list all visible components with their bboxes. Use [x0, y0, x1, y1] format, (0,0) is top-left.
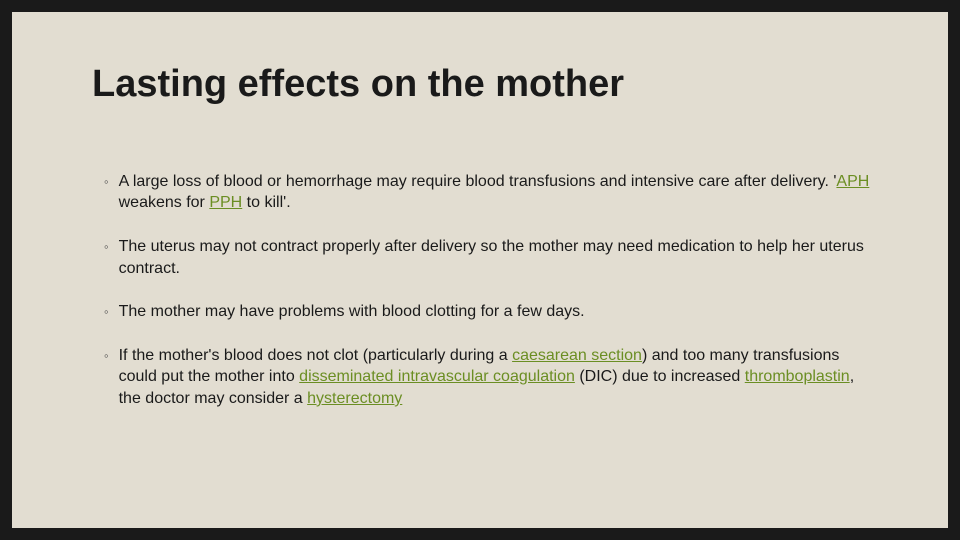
text-run: A large loss of blood or hemorrhage may …	[119, 173, 837, 190]
text-run: The uterus may not contract properly aft…	[119, 238, 864, 277]
bullet-marker-icon: ◦	[104, 303, 109, 321]
bullet-item: ◦ If the mother's blood does not clot (pa…	[104, 345, 878, 410]
bullet-text: The uterus may not contract properly aft…	[119, 236, 878, 279]
bullet-item: ◦ The uterus may not contract properly af…	[104, 236, 878, 279]
text-run: (DIC) due to increased	[575, 368, 745, 385]
hyperlink[interactable]: PPH	[209, 194, 242, 211]
text-run: The mother may have problems with blood …	[119, 303, 585, 320]
text-run: to kill'.	[242, 194, 290, 211]
bullet-item: ◦ The mother may have problems with blood…	[104, 301, 878, 323]
hyperlink[interactable]: hysterectomy	[307, 390, 402, 407]
bullet-marker-icon: ◦	[104, 238, 109, 256]
slide: Lasting effects on the mother ◦ A large l…	[12, 12, 948, 528]
text-run: If the mother's blood does not clot (par…	[119, 347, 512, 364]
bullet-text: If the mother's blood does not clot (par…	[119, 345, 878, 410]
slide-content: ◦ A large loss of blood or hemorrhage may…	[12, 106, 948, 410]
bullet-text: A large loss of blood or hemorrhage may …	[119, 171, 878, 214]
slide-title: Lasting effects on the mother	[12, 12, 948, 106]
text-run: weakens for	[119, 194, 210, 211]
hyperlink[interactable]: caesarean section	[512, 347, 642, 364]
bullet-marker-icon: ◦	[104, 173, 109, 191]
bullet-marker-icon: ◦	[104, 347, 109, 365]
bullet-text: The mother may have problems with blood …	[119, 301, 878, 323]
bullet-item: ◦ A large loss of blood or hemorrhage may…	[104, 171, 878, 214]
hyperlink[interactable]: APH	[836, 173, 869, 190]
hyperlink[interactable]: thromboplastin	[745, 368, 850, 385]
hyperlink[interactable]: disseminated intravascular coagulation	[299, 368, 575, 385]
